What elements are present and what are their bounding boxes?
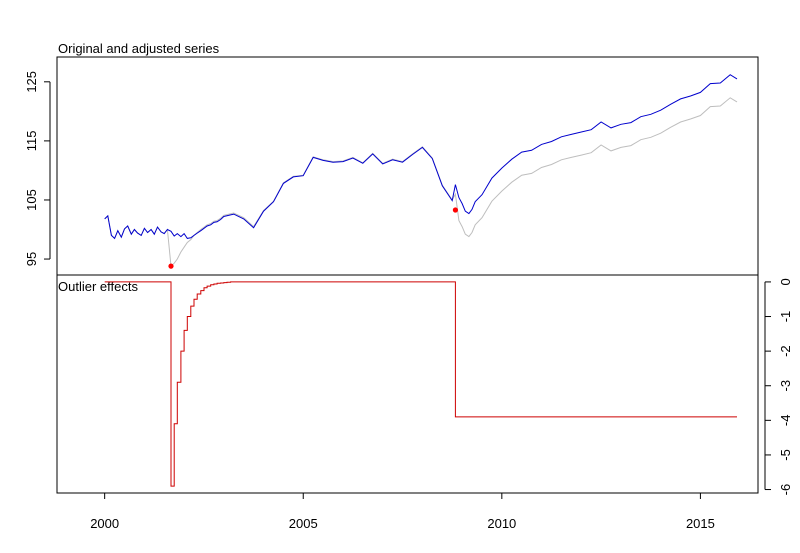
bottom-panel-title: Outlier effects — [58, 279, 138, 294]
bottom-y-tick-label: -6 — [778, 484, 793, 496]
top-panel: Original and adjusted series 95 105 115 125 — [24, 41, 759, 276]
top-panel-frame — [56, 56, 759, 276]
outlier-effects-line — [104, 281, 737, 487]
bottom-y-tick-label: -5 — [778, 449, 793, 461]
x-tick-label: 2015 — [686, 516, 715, 531]
x-tick-label: 2005 — [289, 516, 318, 531]
bottom-y-tick-label: 0 — [778, 278, 793, 285]
original-series — [104, 97, 738, 268]
bottom-y-tick-label: -1 — [778, 311, 793, 323]
top-y-tick-label: 115 — [24, 131, 39, 152]
adjusted-series-line — [104, 74, 738, 240]
bottom-y-axis: 0 -1 -2 -3 -4 -5 -6 — [764, 278, 793, 496]
bottom-y-tick-label: -4 — [778, 415, 793, 427]
x-tick-label: 2010 — [487, 516, 516, 531]
bottom-panel-frame — [56, 274, 759, 494]
outlier-points — [168, 207, 458, 269]
outlier-point — [452, 207, 458, 213]
bottom-y-tick-label: -2 — [778, 345, 793, 357]
bottom-y-tick-label: -3 — [778, 380, 793, 392]
bottom-panel: Outlier effects 0-1-2-3-4-5-6 2000 2005 20… — [56, 274, 793, 531]
x-tick-label: 2000 — [90, 516, 119, 531]
original-series-line — [104, 97, 738, 268]
adjusted-series — [104, 74, 738, 240]
outlier-point — [168, 263, 174, 269]
top-y-tick-label: 95 — [24, 252, 39, 266]
top-panel-title: Original and adjusted series — [58, 41, 220, 56]
top-y-tick-label: 105 — [24, 189, 39, 211]
outlier-effects-series — [104, 281, 737, 487]
top-y-tick-label: 125 — [24, 71, 39, 93]
x-axis: 2000 2005 2010 2015 — [90, 492, 715, 531]
top-y-axis: 95 105 115 125 — [24, 71, 51, 266]
